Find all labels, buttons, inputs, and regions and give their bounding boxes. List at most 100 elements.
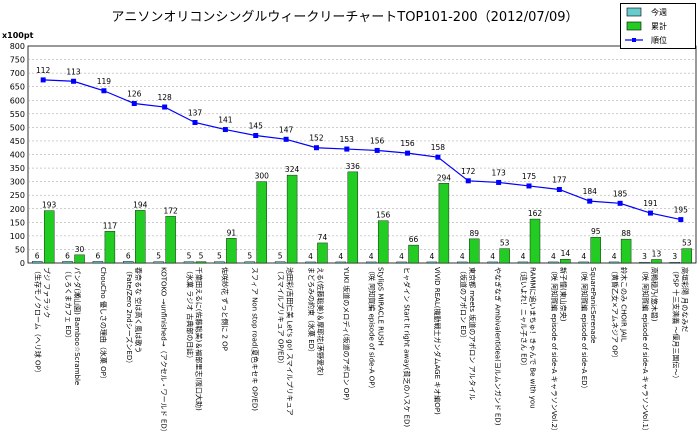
x-category-label: 千葉田えるに(佐藤聡美)＆福部里志(阪口大助)（氷菓 ラジオ 古典部の日誌） bbox=[186, 267, 204, 411]
bar-total bbox=[529, 218, 541, 264]
x-category-label-line: YUKI 坂道のメロディ(坂道のアポロン OP) bbox=[342, 266, 351, 400]
bar-total bbox=[377, 220, 389, 264]
data-label-this-week: 3 bbox=[642, 252, 647, 261]
bar-this-week bbox=[244, 261, 255, 264]
bar-this-week bbox=[365, 261, 377, 264]
x-category-label-line: 千葉田えるに(佐藤聡美)＆福部里志(阪口大助) bbox=[195, 267, 204, 411]
data-label-total: 66 bbox=[409, 235, 419, 244]
x-category-label: ViViD REAL(機動戦士ガンダムAGE キオ編OP) bbox=[433, 267, 442, 415]
x-category-label: 春奈るな 空は高く風は歌う（Fate/Zero 2ndシーズンED） bbox=[125, 267, 143, 367]
y-tick-label: 800 bbox=[10, 42, 25, 51]
bar-total bbox=[408, 244, 419, 264]
rank-marker bbox=[405, 150, 411, 156]
data-label-this-week: 6 bbox=[65, 251, 70, 260]
data-label-this-week: 4 bbox=[430, 252, 435, 261]
bar-total bbox=[74, 254, 85, 264]
x-category-label-line: 佐咲紗花 ずっと側に 2 OP bbox=[220, 267, 229, 351]
data-label-rank: 152 bbox=[309, 134, 324, 143]
data-label-this-week: 4 bbox=[308, 252, 313, 261]
data-label-total: 194 bbox=[133, 200, 148, 209]
x-category-label: パンダ(瀬山園) Bamboo☆Scramble（しろくまカフェ ED） bbox=[64, 267, 82, 385]
x-category-label-line: （PSP 十三支演義 ～偃月三国伝～） bbox=[671, 267, 680, 382]
bar-total bbox=[499, 248, 510, 264]
data-label-this-week: 5 bbox=[278, 252, 283, 261]
rank-marker bbox=[435, 154, 441, 160]
x-category-label: 東京都 meets 坂道のアポロン アルタイル（坂道のアポロン ED） bbox=[459, 267, 477, 401]
data-label-rank: 156 bbox=[400, 139, 415, 148]
y-tick-label: 550 bbox=[10, 110, 25, 119]
x-category-label-line: （黄昏乙女×アムネジア OP） bbox=[611, 267, 620, 362]
x-category-label-line: ヒャダイン Start it right away(貧乏のハスケ ED) bbox=[403, 267, 412, 427]
x-category-label-line: （しろくまカフェ ED） bbox=[64, 267, 72, 342]
data-label-total: 156 bbox=[376, 211, 391, 220]
rank-marker bbox=[526, 183, 532, 189]
x-category-label-line: （生存モノクローム（ヘリ球 OP） bbox=[34, 267, 43, 377]
data-label-this-week: 6 bbox=[126, 251, 131, 260]
rank-marker bbox=[647, 210, 653, 216]
data-label-rank: 195 bbox=[674, 206, 689, 215]
bar-this-week bbox=[517, 261, 529, 264]
data-label-rank: 147 bbox=[279, 125, 294, 134]
y-axis-ticks: 0 50 100 150 200 250 300 350 400 450 500 550 600 650 7… bbox=[10, 42, 25, 268]
data-label-this-week: 6 bbox=[96, 251, 101, 260]
x-category-label-line: まどろみの約束（氷菓 ED） bbox=[307, 267, 316, 356]
bar-this-week bbox=[123, 261, 134, 264]
legend-swatch-this-week bbox=[626, 7, 642, 17]
x-category-label-line: 池田彩/吉田仁美 Let's go! スマイルプリキュア bbox=[286, 267, 295, 416]
bar-this-week bbox=[214, 261, 225, 264]
x-category-label: 高鴨穏乃(悠木碧)（咲 阿知賀編 episode of side-A キャラソン… bbox=[641, 267, 659, 435]
y-tick-label: 400 bbox=[10, 151, 25, 160]
data-label-rank: 191 bbox=[643, 199, 658, 208]
y-tick-label: 600 bbox=[10, 96, 25, 105]
data-label-rank: 137 bbox=[188, 108, 203, 117]
x-category-label: YUKI 坂道のメロディ(坂道のアポロン OP) bbox=[342, 266, 351, 400]
x-category-label: 佐咲紗花 ずっと側に 2 OP bbox=[220, 267, 229, 351]
bar-total bbox=[104, 231, 116, 264]
bar-this-week bbox=[487, 261, 498, 264]
bar-this-week bbox=[669, 261, 681, 264]
bar-this-week bbox=[457, 261, 468, 264]
x-category-label-line: ViViD REAL(機動戦士ガンダムAGE キオ編OP) bbox=[433, 267, 442, 415]
data-label-rank: 126 bbox=[127, 90, 142, 99]
rank-marker bbox=[556, 186, 562, 192]
rank-marker bbox=[587, 198, 593, 204]
bars bbox=[31, 171, 693, 264]
x-category-label-line: ChouCho 優しさの理由（氷菓 OP） bbox=[99, 267, 108, 383]
data-label-total: 13 bbox=[652, 249, 662, 258]
bar-total bbox=[135, 210, 146, 264]
y-tick-label: 450 bbox=[10, 137, 25, 146]
x-category-label-line: KOTOKO →unfinished→（アクセル・ワールド ED） bbox=[160, 267, 168, 435]
data-label-total: 91 bbox=[227, 228, 237, 237]
x-category-label-line: （氷菓 ラジオ 古典部の日誌） bbox=[186, 267, 195, 362]
rank-marker bbox=[71, 78, 77, 84]
data-label-total: 53 bbox=[500, 239, 510, 248]
rank-marker bbox=[131, 101, 137, 107]
x-category-label-line: （Fate/Zero 2ndシーズンED） bbox=[125, 267, 134, 367]
x-category-label: 鈴木このみ CHOIR JAIL（黄昏乙女×アムネジア OP） bbox=[611, 267, 629, 362]
data-label-this-week: 4 bbox=[490, 252, 495, 261]
bar-this-week bbox=[31, 261, 43, 264]
y-tick-label: 100 bbox=[10, 232, 25, 241]
data-label-this-week: 4 bbox=[338, 252, 343, 261]
rank-marker bbox=[101, 88, 107, 94]
y-tick-label: 150 bbox=[10, 218, 25, 227]
x-category-label: RAMMに追いまちゅ！きゃんで Be with you（這いよれ！ニャル子さん … bbox=[520, 267, 538, 409]
data-label-this-week: 3 bbox=[672, 252, 677, 261]
data-label-total: 162 bbox=[528, 209, 543, 218]
data-label-this-week: 5 bbox=[217, 252, 222, 261]
data-label-this-week: 4 bbox=[460, 252, 465, 261]
rank-marker bbox=[283, 136, 289, 142]
rank-line-path bbox=[43, 79, 681, 221]
data-label-this-week: 5 bbox=[187, 252, 192, 261]
y-tick-label: 200 bbox=[10, 205, 25, 214]
rank-marker bbox=[617, 200, 623, 206]
y-tick-label: 0 bbox=[20, 259, 25, 268]
bar-total bbox=[469, 238, 480, 264]
rank-marker bbox=[496, 179, 502, 185]
x-category-label-line: パンダ(瀬山園) Bamboo☆Scramble bbox=[73, 267, 82, 385]
bar-this-week bbox=[548, 261, 559, 264]
y-tick-label: 700 bbox=[10, 69, 25, 78]
rank-marker bbox=[40, 77, 46, 83]
